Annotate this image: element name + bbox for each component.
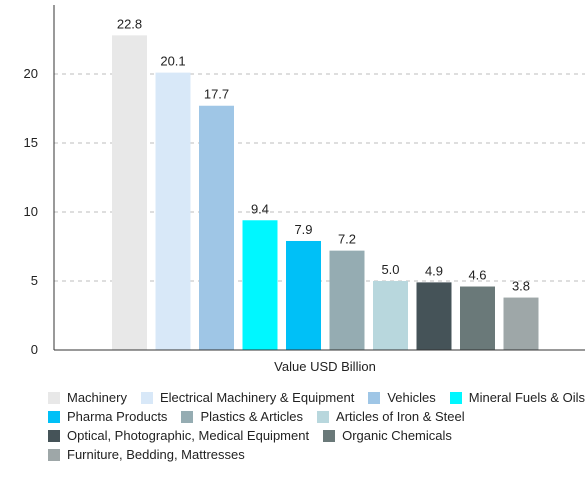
legend-swatch [368,391,381,404]
legend-label: Optical, Photographic, Medical Equipment [67,428,310,443]
legend-label: Mineral Fuels & Oils [468,390,585,405]
bar-chart: 22.8 20.1 17.7 9.4 7.9 7.2 5.0 4.9 4.6 3.8 0 5 10 15… [24,5,585,374]
value-labels-layer: 22.8 20.1 17.7 9.4 7.9 7.2 5.0 4.9 4.6 3.8 [117,16,530,293]
legend-item[interactable]: Organic Chemicals [323,428,452,443]
y-tick-label: 10 [24,204,38,219]
bar-value-label: 4.9 [425,263,443,278]
legend-item[interactable]: Pharma Products [48,409,167,424]
bar-2 [199,105,234,351]
legend-item[interactable]: Vehicles [368,390,436,405]
bar-value-label: 22.8 [117,16,142,31]
legend-swatch [449,391,462,404]
bar-3 [242,220,278,350]
bar-value-label: 4.6 [468,268,486,283]
legend-swatch [48,410,60,423]
bar-8 [460,286,495,350]
legend-item[interactable]: Plastics & Articles [181,409,303,424]
bar-1 [155,72,191,351]
legend-swatch [140,391,153,404]
bar-value-label: 9.4 [251,201,269,216]
x-axis-title: Value USD Billion [274,359,376,374]
legend-row: Optical, Photographic, Medical Equipment… [48,426,585,445]
y-tick-label: 5 [31,273,38,288]
bar-value-label: 7.2 [338,232,356,247]
legend-label: Pharma Products [67,409,168,424]
bar-value-label: 3.8 [512,279,530,294]
legend: Machinery Electrical Machinery & Equipmen… [48,388,585,464]
legend-item[interactable]: Electrical Machinery & Equipment [140,390,355,405]
legend-row: Machinery Electrical Machinery & Equipmen… [48,388,585,407]
legend-label: Plastics & Articles [200,409,304,424]
bar-9 [503,297,539,350]
bar-value-label: 20.1 [160,54,185,69]
bars-layer [112,35,539,351]
bar-5 [329,250,365,350]
legend-swatch [317,410,330,423]
legend-label: Vehicles [387,390,436,405]
legend-item[interactable]: Mineral Fuels & Oils [449,390,585,405]
legend-item[interactable]: Articles of Iron & Steel [317,409,465,424]
legend-swatch [48,448,60,461]
bar-value-label: 5.0 [381,262,399,277]
legend-label: Electrical Machinery & Equipment [159,390,355,405]
y-tick-label: 20 [24,66,38,81]
legend-label: Furniture, Bedding, Mattresses [67,447,245,462]
legend-label: Machinery [67,390,127,405]
legend-label: Articles of Iron & Steel [336,409,465,424]
bar-7 [416,282,452,350]
bar-0 [112,35,147,351]
legend-item[interactable]: Optical, Photographic, Medical Equipment [48,428,309,443]
legend-row: Furniture, Bedding, Mattresses [48,445,585,464]
bar-value-label: 17.7 [204,87,229,102]
bar-value-label: 7.9 [294,222,312,237]
y-tick-label: 15 [24,135,38,150]
y-tick-label: 0 [31,342,38,357]
y-axis: 0 5 10 15 20 [24,66,38,357]
legend-swatch [48,429,60,442]
bar-6 [373,281,408,350]
legend-swatch [323,429,336,442]
legend-row: Pharma Products Plastics & Articles Articl… [48,407,585,426]
legend-swatch [48,391,60,404]
legend-swatch [181,410,194,423]
legend-label: Organic Chemicals [342,428,452,443]
legend-item[interactable]: Machinery [48,390,127,405]
bar-4 [286,240,321,350]
legend-item[interactable]: Furniture, Bedding, Mattresses [48,447,245,462]
